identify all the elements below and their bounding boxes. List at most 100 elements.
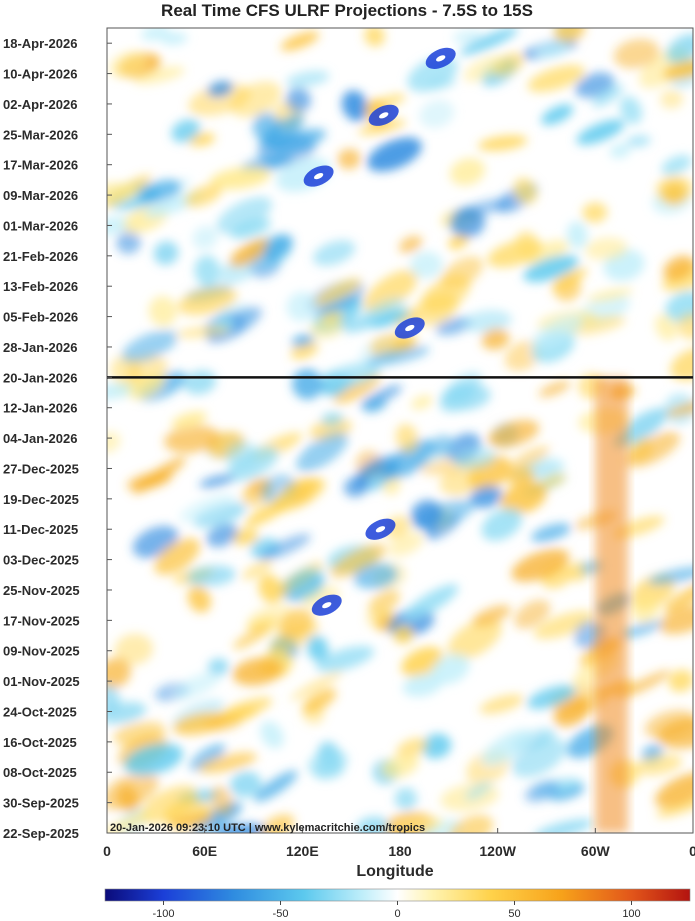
timestamp-url-stamp: 20-Jan-2026 09:23:10 UTC | www.kylemacri… <box>110 822 425 834</box>
positive-anomaly-patch <box>487 419 540 448</box>
negative-anomaly-patch <box>462 310 512 333</box>
negative-anomaly-patch <box>286 291 318 322</box>
negative-anomaly-patch <box>161 32 188 46</box>
positive-anomaly-patch <box>630 595 660 623</box>
positive-anomaly-patch <box>177 287 238 316</box>
negative-anomaly-patch <box>359 297 406 327</box>
positive-anomaly-patch <box>665 400 693 417</box>
positive-anomaly-patch <box>447 617 502 660</box>
negative-anomaly-patch <box>533 41 571 58</box>
positive-anomaly-patch <box>393 625 414 644</box>
positive-anomaly-patch <box>232 528 259 546</box>
positive-anomaly-patch <box>366 605 394 629</box>
colorbar-tick-label: 100 <box>622 908 640 920</box>
positive-anomaly-patch <box>504 340 543 371</box>
negative-anomaly-patch <box>465 781 492 801</box>
positive-anomaly-patch <box>257 814 295 833</box>
y-tick-label: 09-Mar-2026 <box>3 188 78 203</box>
negative-anomaly-center <box>313 172 324 180</box>
y-tick-label: 25-Nov-2025 <box>3 583 80 598</box>
negative-anomaly-patch <box>269 128 327 153</box>
y-tick-label: 13-Feb-2026 <box>3 279 78 294</box>
positive-anomaly-patch <box>551 267 588 291</box>
positive-anomaly-patch <box>395 423 419 453</box>
negative-anomaly-patch <box>207 658 229 676</box>
positive-anomaly-patch <box>524 239 569 266</box>
negative-anomaly-patch <box>194 255 221 287</box>
positive-anomaly-patch <box>662 261 693 292</box>
negative-anomaly-patch <box>430 654 470 685</box>
negative-anomaly-patch <box>288 567 326 599</box>
negative-anomaly-patch <box>421 733 452 759</box>
positive-anomaly-patch <box>481 328 510 350</box>
positive-anomaly-patch <box>364 28 385 47</box>
positive-anomaly-patch <box>171 411 208 430</box>
positive-anomaly-patch <box>655 314 677 341</box>
negative-anomaly-patch <box>230 217 271 239</box>
y-tick-label: 20-Jan-2026 <box>3 370 77 385</box>
positive-anomaly-patch <box>533 610 595 640</box>
positive-anomaly-patch <box>187 585 211 613</box>
positive-anomaly-patch <box>439 466 484 496</box>
negative-anomaly-center <box>436 55 446 62</box>
y-tick-label: 17-Mar-2026 <box>3 158 78 173</box>
negative-anomaly-patch <box>459 28 519 56</box>
positive-anomaly-patch <box>358 119 406 136</box>
negative-anomaly-patch <box>481 508 523 541</box>
positive-anomaly-patch <box>309 319 343 339</box>
positive-anomaly-patch <box>613 38 660 69</box>
positive-anomaly-patch <box>168 812 215 828</box>
negative-anomaly-patch <box>173 671 221 700</box>
negative-anomaly-patch <box>403 584 459 621</box>
colorbar-tick-label: 0 <box>394 908 400 920</box>
positive-anomaly-patch <box>188 83 251 116</box>
negative-anomaly-patch <box>661 155 692 175</box>
y-tick-label: 08-Oct-2025 <box>3 765 77 780</box>
positive-anomaly-patch <box>472 605 511 627</box>
positive-anomaly-patch <box>448 814 494 833</box>
negative-anomaly-patch <box>229 771 262 798</box>
negative-anomaly-patch <box>619 96 643 125</box>
negative-anomaly-center <box>375 526 386 533</box>
positive-anomaly-patch <box>128 372 165 400</box>
negative-anomaly-patch <box>179 493 235 522</box>
negative-anomaly-patch <box>322 362 380 389</box>
negative-anomaly-patch <box>260 721 284 749</box>
positive-anomaly-patch <box>114 633 154 666</box>
y-tick-label: 21-Feb-2026 <box>3 249 78 264</box>
positive-anomaly-patch <box>107 658 131 689</box>
positive-anomaly-patch <box>245 499 290 527</box>
positive-anomaly-patch <box>513 177 538 204</box>
negative-anomaly-patch <box>394 787 418 811</box>
negative-anomaly-patch <box>566 221 588 249</box>
negative-anomaly-patch <box>523 255 579 283</box>
y-tick-label: 09-Nov-2025 <box>3 644 80 659</box>
positive-anomaly-patch <box>172 711 228 736</box>
negative-anomaly-patch <box>263 234 293 260</box>
negative-anomaly-patch <box>296 432 349 472</box>
y-tick-label: 03-Dec-2025 <box>3 553 79 568</box>
negative-anomaly-patch <box>343 476 369 498</box>
positive-anomaly-patch <box>116 785 139 812</box>
positive-anomaly-patch <box>210 785 234 816</box>
negative-anomaly-patch <box>259 533 311 561</box>
negative-anomaly-patch <box>592 84 624 108</box>
negative-anomaly-patch <box>153 241 179 265</box>
negative-anomaly-patch <box>353 563 399 589</box>
negative-anomaly-patch <box>665 291 693 323</box>
negative-anomaly-patch <box>207 80 234 98</box>
positive-anomaly-patch <box>337 148 361 170</box>
negative-anomaly-patch <box>359 384 403 409</box>
negative-anomaly-patch <box>533 819 593 833</box>
positive-anomaly-patch <box>388 532 424 557</box>
negative-anomaly-patch <box>524 780 560 803</box>
positive-anomaly-patch <box>463 55 505 82</box>
negative-anomaly-patch <box>192 225 218 250</box>
y-tick-label: 01-Nov-2025 <box>3 674 80 689</box>
positive-anomaly-patch <box>663 580 693 613</box>
negative-anomaly-patch <box>320 412 344 427</box>
positive-anomaly-patch <box>198 752 258 774</box>
y-tick-label: 19-Dec-2025 <box>3 492 79 507</box>
colorbar-tick-label: -50 <box>273 908 289 920</box>
